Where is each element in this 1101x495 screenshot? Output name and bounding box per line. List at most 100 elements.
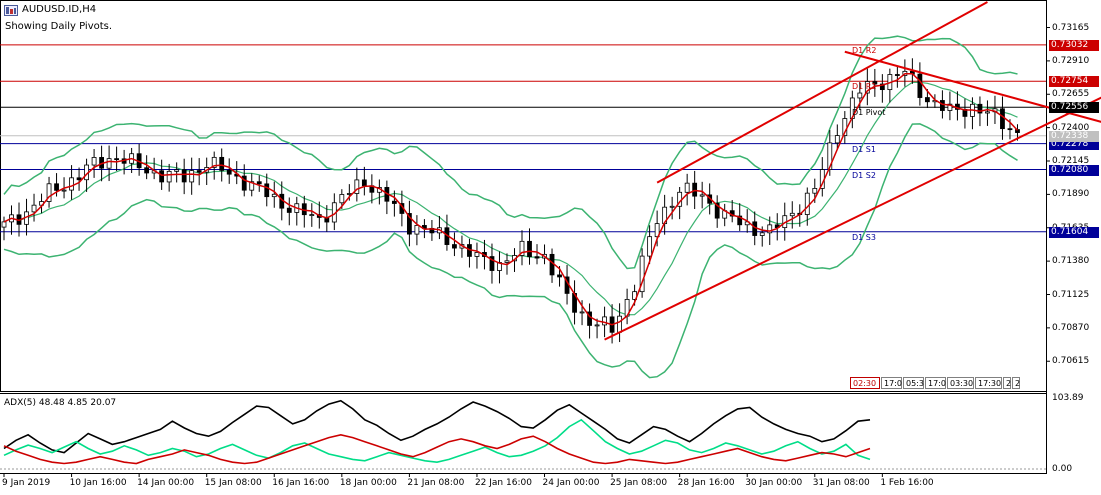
y-tick-label: 0.70870: [1052, 322, 1090, 333]
candle-body: [249, 181, 255, 191]
candle-body: [699, 194, 705, 197]
candle-body: [166, 170, 172, 183]
adx-indicator-label: ADX(5) 48.48 4.85 20.07: [4, 398, 117, 408]
y-tick-label: 0.72145: [1052, 156, 1090, 166]
time-button[interactable]: 05:3: [903, 377, 924, 389]
candle-body: [804, 192, 810, 215]
candle-body: [985, 111, 990, 114]
candle-body: [226, 169, 232, 175]
chart-subtitle: Showing Daily Pivots.: [5, 21, 113, 32]
pivot-price-tag: 0.71604: [1049, 226, 1099, 238]
candle-body: [211, 156, 217, 168]
pivot-label: D1 S2: [852, 170, 876, 180]
candle-body: [391, 200, 397, 204]
candle-body: [339, 194, 345, 204]
candle-body: [174, 169, 180, 172]
pivot-label: D1 Pivot: [852, 108, 886, 118]
candle-body: [489, 256, 495, 271]
candle-body: [256, 181, 262, 185]
moving-average-line: [3, 72, 1019, 326]
candle-body: [91, 157, 97, 166]
candle-body: [414, 225, 420, 235]
pivot-price-tag: 0.72080: [1049, 164, 1099, 176]
candle-body: [947, 103, 953, 111]
time-button[interactable]: 17:0: [925, 377, 946, 389]
x-tick-label: 16 Jan 16:00: [272, 478, 330, 488]
candle-body: [54, 183, 59, 191]
candle-body: [879, 83, 885, 91]
time-button[interactable]: 2: [1012, 377, 1020, 389]
candle-body: [602, 316, 607, 326]
x-tick-label: 25 Jan 08:00: [610, 478, 668, 488]
candle-body: [309, 214, 315, 217]
y-tick-label: 0.72400: [1052, 122, 1090, 133]
candle-body: [684, 182, 690, 193]
price-panel-frame: [0, 0, 1047, 392]
time-button[interactable]: 2: [1003, 377, 1011, 389]
candle-body: [827, 142, 833, 170]
adx-y-tick-label: 103.89: [1052, 393, 1084, 403]
time-button[interactable]: 17:0: [881, 377, 902, 389]
candle-body: [31, 204, 37, 213]
trend-line: [844, 50, 1101, 123]
pivot-price-tag: 0.72556: [1049, 102, 1099, 114]
candle-body: [241, 175, 247, 191]
candle-body: [196, 170, 202, 173]
time-button[interactable]: 17:30: [975, 377, 1002, 389]
y-tick-label: 0.71125: [1052, 289, 1090, 300]
candle-body: [69, 177, 74, 191]
bollinger-lower-band: [3, 123, 1018, 379]
candle-body: [1, 221, 7, 228]
candle-body: [106, 158, 112, 169]
candle-body: [422, 225, 427, 229]
candle-body: [857, 92, 863, 99]
pivot-label: D1 S3: [852, 232, 876, 242]
candle-body: [286, 207, 292, 213]
candle-body: [474, 252, 480, 257]
candle-body: [557, 274, 562, 278]
x-tick-label: 1 Feb 16:00: [880, 478, 934, 488]
bollinger-middle-band: [3, 81, 1018, 316]
time-button[interactable]: 03:30: [947, 377, 974, 389]
x-tick-label: 14 Jan 00:00: [137, 478, 195, 488]
bollinger-upper-band: [3, 35, 1018, 270]
current-price-tag: 0.72338: [1049, 130, 1099, 142]
candle-body: [594, 324, 600, 327]
candle-body: [940, 100, 945, 111]
candle-body: [917, 73, 923, 98]
x-tick-label: 10 Jan 16:00: [69, 478, 127, 488]
candle-body: [519, 240, 525, 256]
candle-body: [737, 215, 743, 226]
candle-body: [759, 232, 765, 236]
y-tick-label: 0.73165: [1052, 22, 1090, 33]
candle-body: [639, 255, 645, 293]
candle-body: [219, 156, 225, 171]
candle-body: [452, 244, 457, 249]
candle-body: [354, 179, 360, 194]
candle-body: [264, 183, 270, 198]
time-button[interactable]: 02:30: [850, 377, 880, 389]
candle-body: [617, 315, 622, 333]
pivot-price-tag: 0.73032: [1049, 39, 1099, 51]
chart-title: AUDUSD.ID,H4: [22, 4, 97, 15]
chart-symbol-icon: [4, 5, 18, 16]
adx-series-main: [3, 399, 871, 454]
candle-body: [977, 103, 983, 114]
candle-body: [549, 253, 555, 276]
candle-body: [406, 213, 412, 235]
candle-body: [924, 97, 930, 103]
pivot-label: D1 S1: [852, 144, 876, 154]
pivot-price-tag: 0.72278: [1049, 138, 1099, 150]
trend-line: [604, 96, 1101, 341]
candle-body: [864, 81, 870, 94]
candle-body: [181, 169, 187, 183]
candle-body: [1000, 108, 1005, 130]
y-tick-label: 0.72910: [1052, 55, 1090, 66]
candle-body: [534, 256, 540, 259]
pivot-label: D1 R2: [852, 45, 877, 55]
x-tick-label: 18 Jan 00:00: [339, 478, 397, 488]
candle-body: [271, 193, 277, 198]
candle-body: [767, 224, 773, 234]
